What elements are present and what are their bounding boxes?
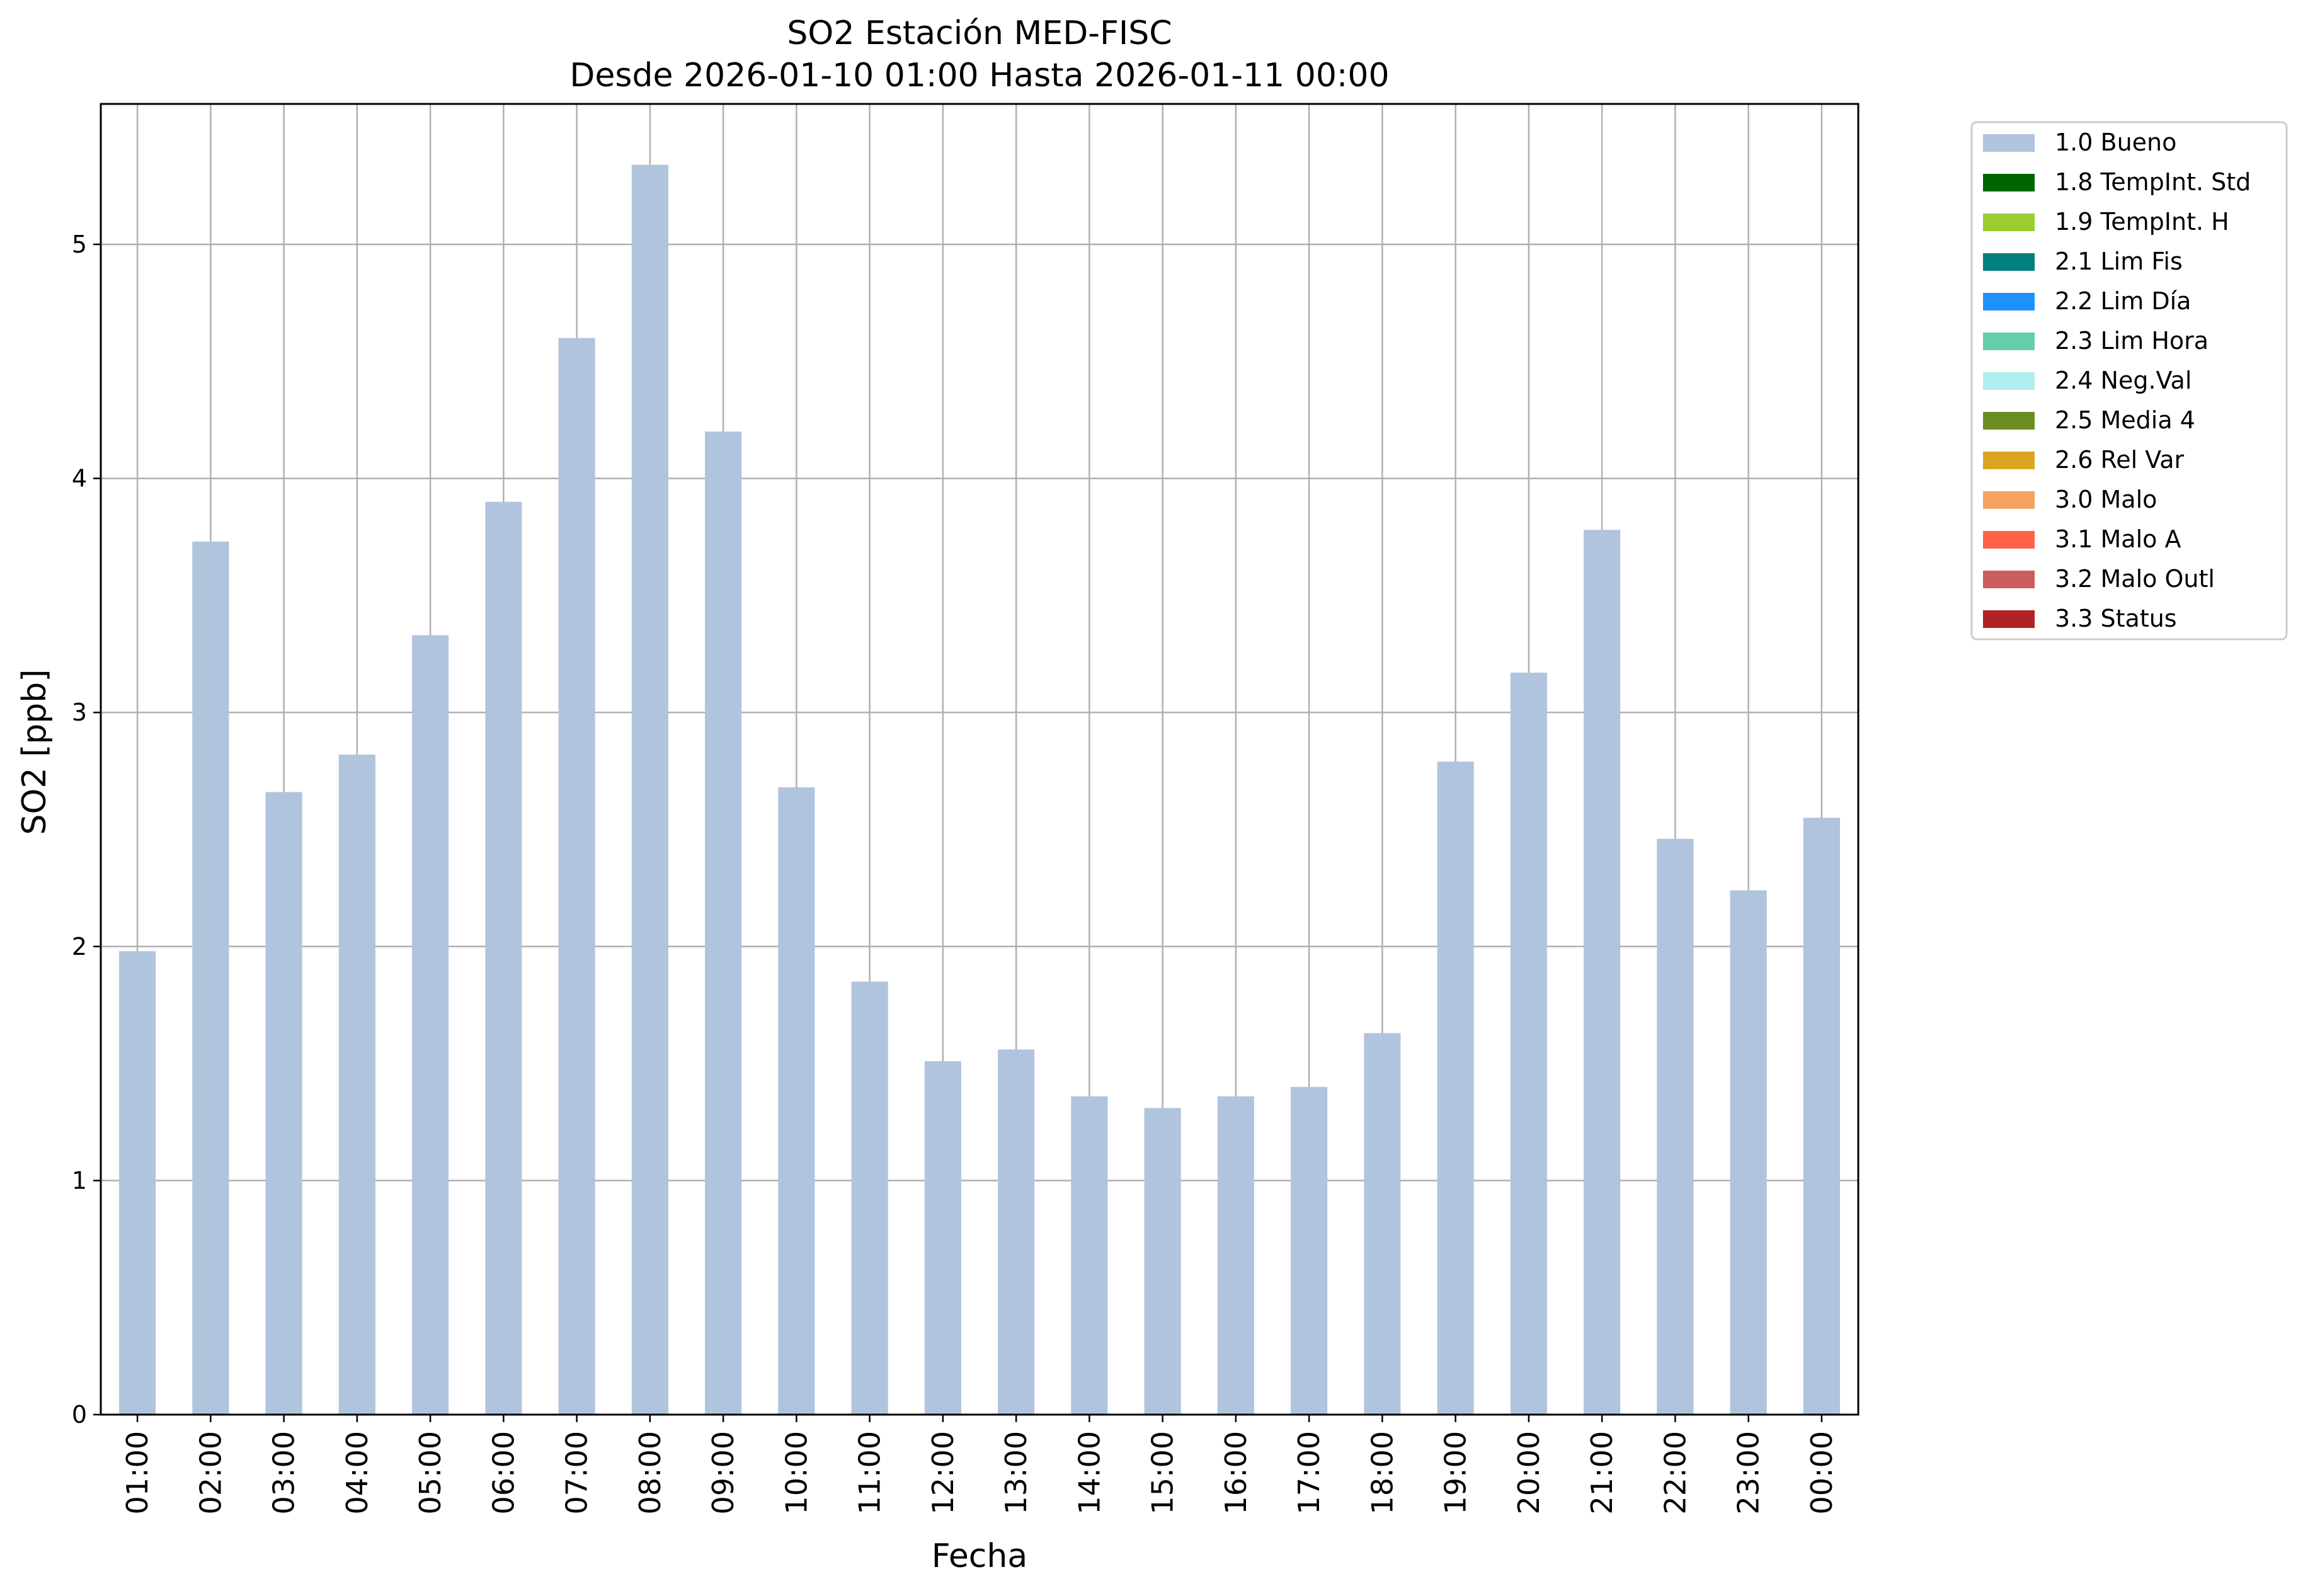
legend-entry: 3.2 Malo Outl [2055, 565, 2215, 593]
legend-entry: 2.2 Lim Día [2055, 287, 2191, 315]
x-tick-label: 17:00 [1292, 1431, 1326, 1515]
x-tick-label: 11:00 [853, 1431, 887, 1515]
legend-entry: 2.4 Neg.Val [2055, 367, 2192, 394]
y-axis-label: SO2 [ppb] [16, 669, 54, 835]
legend-entry: 3.1 Malo A [2055, 525, 2181, 553]
bar-0400 [338, 755, 375, 1415]
x-tick-label: 01:00 [120, 1431, 154, 1515]
x-tick-label: 08:00 [633, 1431, 667, 1515]
legend-swatch [1983, 372, 2035, 390]
legend-swatch [1983, 452, 2035, 469]
bar-1200 [924, 1061, 961, 1415]
x-tick-label: 19:00 [1439, 1431, 1473, 1515]
x-tick-label: 22:00 [1658, 1431, 1692, 1515]
bar-1900 [1437, 761, 1474, 1415]
legend-entry: 1.8 TempInt. Std [2055, 168, 2251, 196]
bar-1700 [1291, 1086, 1328, 1415]
y-axis-ticks: 0 1 2 3 4 5 [72, 231, 101, 1428]
legend-entry: 2.1 Lim Fis [2055, 248, 2183, 275]
bar-1100 [851, 981, 888, 1415]
bar-2200 [1657, 838, 1694, 1415]
x-tick-label: 23:00 [1732, 1431, 1766, 1515]
x-tick-label: 04:00 [340, 1431, 374, 1515]
bar-0800 [631, 164, 668, 1415]
x-tick-label: 21:00 [1585, 1431, 1619, 1515]
y-tick-label: 5 [72, 231, 87, 258]
chart-subtitle: Desde 2026-01-10 01:00 Hasta 2026-01-11 … [569, 57, 1389, 94]
bar-2300 [1730, 890, 1767, 1415]
x-axis-ticks: 01:00 02:00 03:00 04:00 05:00 06:00 07:00 08:00… [120, 1415, 1839, 1515]
legend-swatch [1983, 214, 2035, 231]
bar-2000 [1510, 673, 1547, 1415]
bar-0900 [705, 431, 742, 1415]
x-tick-label: 06:00 [486, 1431, 520, 1515]
legend-swatch [1983, 610, 2035, 628]
x-tick-label: 02:00 [193, 1431, 227, 1515]
legend-entry: 3.3 Status [2055, 605, 2177, 632]
bar-0000 [1803, 818, 1840, 1415]
y-tick-label: 2 [72, 933, 87, 960]
bar-0500 [412, 635, 449, 1415]
x-tick-label: 12:00 [926, 1431, 960, 1515]
chart-title: SO2 Estación MED-FISC [787, 14, 1172, 52]
y-tick-label: 4 [72, 465, 87, 493]
legend-swatch [1983, 412, 2035, 430]
plot-frame [100, 103, 1860, 1416]
y-tick-label: 3 [72, 698, 87, 726]
legend-swatch [1983, 293, 2035, 311]
bar-2100 [1584, 530, 1621, 1415]
legend-box [1970, 121, 2288, 641]
y-tick-label: 1 [72, 1166, 87, 1194]
x-tick-label: 18:00 [1365, 1431, 1399, 1515]
bar-0200 [192, 541, 229, 1415]
legend-entry: 2.6 Rel Var [2055, 446, 2185, 474]
x-axis-label: Fecha [932, 1537, 1027, 1575]
x-tick-label: 03:00 [267, 1431, 301, 1515]
legend-entry: 2.3 Lim Hora [2055, 327, 2209, 355]
bar-1600 [1217, 1096, 1254, 1415]
legend-swatch [1983, 531, 2035, 549]
bar-1500 [1144, 1108, 1181, 1415]
legend: 1.0 Bueno 1.8 TempInt. Std 1.9 TempInt. H 2… [1970, 121, 2288, 641]
x-tick-label: 15:00 [1146, 1431, 1180, 1515]
bar-1400 [1071, 1096, 1108, 1415]
legend-entry: 3.0 Malo [2055, 486, 2157, 513]
x-tick-label: 07:00 [560, 1431, 594, 1515]
bar-0700 [558, 338, 595, 1415]
legend-entry: 2.5 Media 4 [2055, 406, 2195, 434]
x-tick-label: 05:00 [413, 1431, 447, 1515]
bar-1300 [998, 1049, 1035, 1415]
legend-swatch [1983, 253, 2035, 271]
legend-swatch [1983, 134, 2035, 152]
x-tick-label: 13:00 [999, 1431, 1033, 1515]
x-tick-label: 09:00 [706, 1431, 740, 1515]
legend-swatch [1983, 333, 2035, 350]
x-tick-label: 16:00 [1219, 1431, 1253, 1515]
y-tick-label: 0 [72, 1401, 87, 1428]
legend-swatch [1983, 571, 2035, 588]
legend-entry: 1.0 Bueno [2055, 128, 2176, 156]
bar-0600 [485, 501, 522, 1415]
legend-swatch [1983, 491, 2035, 509]
x-tick-label: 00:00 [1805, 1431, 1839, 1515]
x-tick-label: 20:00 [1512, 1431, 1546, 1515]
x-tick-label: 14:00 [1072, 1431, 1106, 1515]
bar-1000 [778, 787, 815, 1415]
bar-0300 [265, 792, 302, 1415]
bar-1800 [1364, 1033, 1401, 1415]
bars [119, 164, 1840, 1415]
bar-0100 [119, 951, 156, 1415]
legend-entry: 1.9 TempInt. H [2055, 208, 2229, 236]
legend-swatch [1983, 174, 2035, 191]
x-tick-label: 10:00 [779, 1431, 813, 1515]
